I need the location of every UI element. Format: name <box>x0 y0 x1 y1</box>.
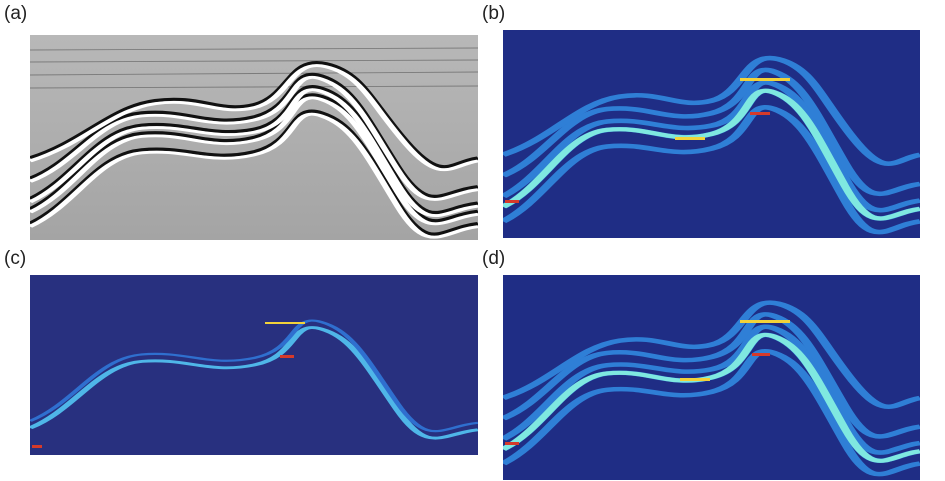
page: (a) (b) (c) (d) (() = <box>0 0 945 481</box>
attribute-panel <box>503 275 920 480</box>
figure: (a) (b) (c) (d) <box>0 0 945 481</box>
seismic-panel <box>30 35 478 240</box>
attribute-panel <box>503 30 920 238</box>
panel-label: (b) <box>482 3 505 24</box>
panel-label: (d) <box>482 248 505 269</box>
attribute-panel <box>30 275 478 455</box>
panel-label: (c) <box>4 248 26 269</box>
panel-label: (a) <box>4 3 27 24</box>
